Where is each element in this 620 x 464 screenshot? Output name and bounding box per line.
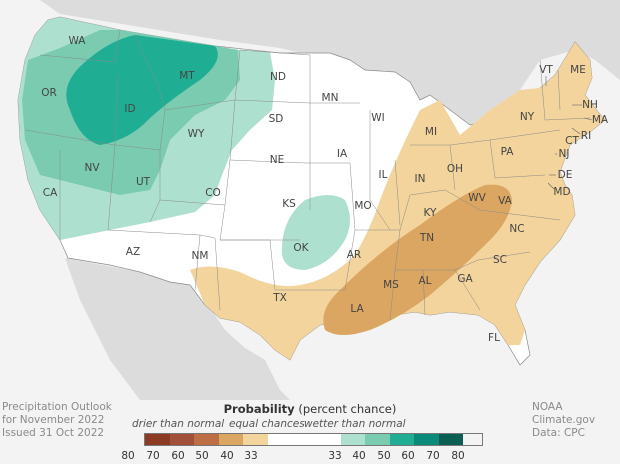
wet-40-oklahoma bbox=[281, 195, 350, 270]
state-label-nd: ND bbox=[270, 71, 286, 83]
state-label-vt: VT bbox=[539, 64, 553, 76]
dry-40-region bbox=[190, 42, 605, 360]
state-label-tn: TN bbox=[419, 232, 434, 244]
dry-50-region bbox=[323, 184, 512, 335]
map-caption: Precipitation Outlook for November 2022 … bbox=[2, 401, 112, 440]
legend-colorbar bbox=[144, 433, 483, 446]
state-borders bbox=[24, 29, 591, 321]
tick: 70 bbox=[146, 450, 160, 462]
map-credit: NOAA Climate.gov Data: CPC bbox=[532, 401, 620, 440]
state-label-ne: NE bbox=[270, 154, 285, 166]
callout-lines bbox=[545, 76, 593, 190]
swatch-wet-80 bbox=[438, 434, 463, 445]
state-label-wi: WI bbox=[371, 112, 384, 124]
swatch-dry-60 bbox=[194, 434, 219, 445]
tick: 40 bbox=[352, 450, 366, 462]
state-label-al: AL bbox=[418, 275, 431, 287]
tick: 70 bbox=[426, 450, 440, 462]
state-label-mn: MN bbox=[322, 92, 339, 104]
state-label-or: OR bbox=[41, 87, 57, 99]
tick: 80 bbox=[121, 450, 135, 462]
swatch-dry-50 bbox=[218, 434, 243, 445]
swatch-wet-60 bbox=[389, 434, 414, 445]
state-label-va: VA bbox=[498, 195, 513, 207]
state-label-pa: PA bbox=[501, 146, 515, 158]
legend-title: Probability (percent chance) bbox=[0, 402, 620, 416]
caption-line-3: Issued 31 Oct 2022 bbox=[2, 427, 105, 439]
state-label-oh: OH bbox=[447, 163, 463, 175]
swatch-wet-70 bbox=[414, 434, 439, 445]
state-label-ny: NY bbox=[520, 111, 535, 123]
swatch-equal bbox=[267, 434, 341, 445]
state-label-nm: NM bbox=[192, 250, 209, 262]
state-label-la: LA bbox=[350, 303, 364, 315]
state-label-ky: KY bbox=[424, 207, 438, 219]
state-label-ga: GA bbox=[457, 273, 473, 285]
state-label-ks: KS bbox=[282, 198, 296, 210]
tick: 80 bbox=[451, 450, 465, 462]
legend-wetter-label: wetter than normal bbox=[304, 418, 406, 430]
state-label-sd: SD bbox=[269, 113, 284, 125]
tick: 50 bbox=[195, 450, 209, 462]
state-label-ut: UT bbox=[136, 176, 151, 188]
legend-title-bold: Probability bbox=[223, 402, 295, 416]
state-label-md: MD bbox=[553, 186, 570, 198]
state-label-fl: FL bbox=[488, 332, 500, 344]
mexico-landmass bbox=[65, 258, 290, 400]
state-label-wy: WY bbox=[188, 128, 205, 140]
state-label-mt: MT bbox=[179, 70, 195, 82]
state-label-nh: NH bbox=[582, 99, 598, 111]
state-label-in: IN bbox=[415, 173, 426, 185]
state-label-sc: SC bbox=[493, 254, 507, 266]
state-label-il: IL bbox=[379, 169, 388, 181]
tick: 60 bbox=[171, 450, 185, 462]
credit-line-1: NOAA Climate.gov bbox=[532, 401, 596, 426]
credit-line-2: Data: CPC bbox=[532, 427, 585, 439]
state-label-mo: MO bbox=[354, 200, 371, 212]
swatch-dry-80 bbox=[145, 434, 170, 445]
tick: 50 bbox=[377, 450, 391, 462]
state-label-ia: IA bbox=[337, 148, 348, 160]
legend-title-rest: (percent chance) bbox=[294, 402, 397, 416]
legend-equal-label: equal chances bbox=[229, 418, 305, 430]
state-label-tx: TX bbox=[272, 292, 287, 304]
state-label-nv: NV bbox=[84, 162, 100, 174]
state-label-wa: WA bbox=[69, 35, 87, 47]
caption-line-2: for November 2022 bbox=[2, 414, 105, 426]
state-label-nj: NJ bbox=[559, 148, 570, 160]
state-label-ms: MS bbox=[383, 279, 399, 291]
state-label-ok: OK bbox=[293, 242, 309, 254]
state-label-nc: NC bbox=[509, 223, 524, 235]
precipitation-outlook-map: WA OR CA NV ID MT WY UT CO AZ NM ND SD NE KS OK TX MN IA MO… bbox=[0, 0, 620, 400]
state-label-id: ID bbox=[124, 103, 135, 115]
state-label-de: DE bbox=[558, 169, 573, 181]
state-label-mi: MI bbox=[425, 126, 437, 138]
tick: 60 bbox=[401, 450, 415, 462]
legend-drier-label: drier than normal bbox=[132, 418, 225, 430]
state-label-ma: MA bbox=[592, 114, 609, 126]
tick: 40 bbox=[220, 450, 234, 462]
tick: 33 bbox=[244, 450, 258, 462]
caption-line-1: Precipitation Outlook bbox=[2, 401, 112, 413]
swatch-wet-40 bbox=[340, 434, 365, 445]
state-label-ar: AR bbox=[347, 249, 361, 261]
state-label-co: CO bbox=[205, 187, 221, 199]
swatch-wet-50 bbox=[365, 434, 390, 445]
canada-landmass bbox=[0, 0, 620, 135]
tick: 33 bbox=[328, 450, 342, 462]
wet-60-region bbox=[66, 35, 218, 145]
state-label-ca: CA bbox=[43, 187, 58, 199]
swatch-dry-40 bbox=[243, 434, 268, 445]
state-labels: WA OR CA NV ID MT WY UT CO AZ NM ND SD NE KS OK TX MN IA MO… bbox=[41, 35, 609, 344]
state-label-me: ME bbox=[570, 64, 586, 76]
state-label-ri: RI bbox=[581, 130, 591, 142]
state-label-ct: CT bbox=[565, 135, 579, 147]
swatch-dry-70 bbox=[169, 434, 194, 445]
state-label-az: AZ bbox=[126, 246, 140, 258]
state-label-wv: WV bbox=[468, 192, 486, 204]
